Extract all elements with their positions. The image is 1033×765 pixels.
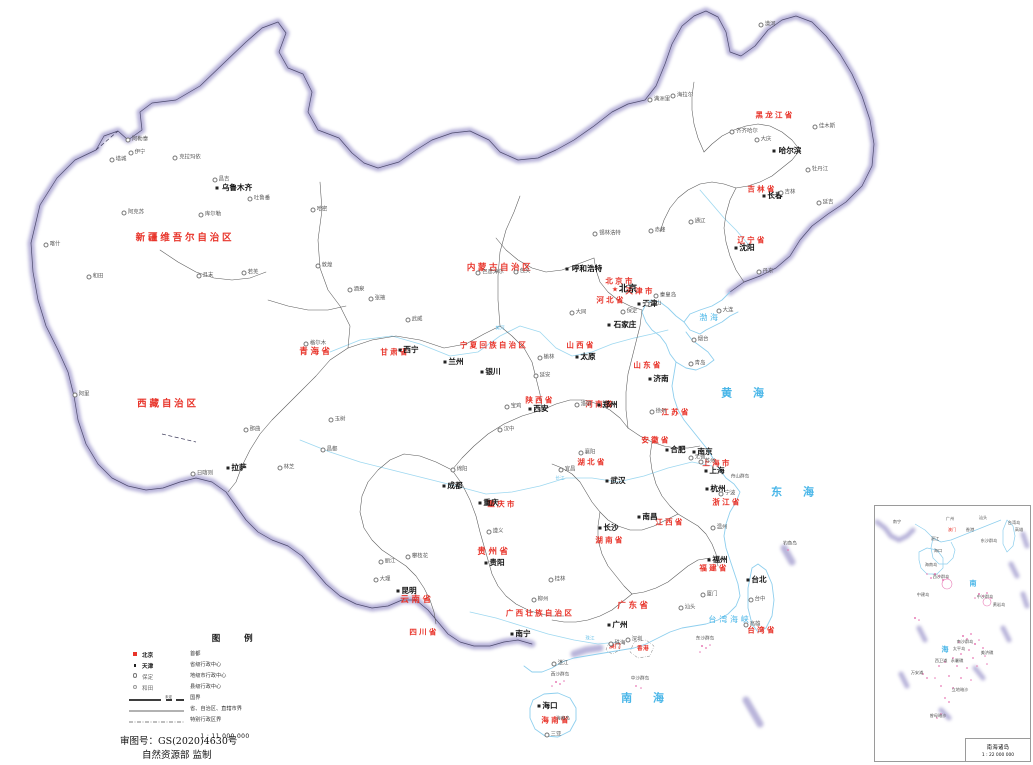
rivers — [299, 189, 749, 645]
legend-entry: 保定 地级市行政中心 — [128, 671, 318, 682]
south-sea-island-dots — [551, 549, 789, 689]
legend-symbol-mark — [128, 684, 142, 691]
legend-line-sar: 特别行政区界 — [128, 715, 318, 726]
undefined-border-marks — [95, 130, 197, 443]
legend-entry-name: 保定 — [142, 674, 154, 681]
legend-title: 图 例 — [211, 634, 261, 644]
legend-symbol-mark — [128, 663, 142, 669]
inset-base — [874, 519, 1030, 721]
national-boundary-symbol: 未定 — [128, 694, 190, 703]
national-border-band — [27, 7, 878, 728]
coastline — [523, 291, 775, 738]
legend-entry-desc: 首都 — [190, 651, 201, 658]
map-legend: 图 例 北京 首都 天津 省级行政中心 保定 地级市行政中心 和田 县级行政中心 未定 国界 … — [128, 632, 318, 740]
legend-entry: 和田 县级行政中心 — [128, 682, 318, 693]
sar-boundary-symbol — [128, 717, 190, 725]
inset-title-text: 南海诸岛 — [986, 745, 1010, 751]
legend-entry-name: 和田 — [142, 685, 154, 692]
legend-point-entries: 北京 首都天津 省级行政中心保定 地级市行政中心和田 县级行政中心 — [128, 649, 318, 693]
legend-entry: 北京 首都 — [128, 649, 318, 660]
map-scale: 1 : 11 000 000 — [200, 733, 250, 740]
approval-block: 审图号：GS(2020)4630号 自然资源部 监制 — [120, 735, 237, 763]
legend-line-province: 省、自治区、直辖市界 — [128, 704, 318, 715]
legend-symbol-mark — [128, 652, 142, 658]
national-border-line — [30, 10, 875, 647]
legend-symbol: 北京 — [128, 651, 190, 659]
legend-entry: 天津 省级行政中心 — [128, 660, 318, 671]
legend-line-province-label: 省、自治区、直辖市界 — [190, 706, 242, 713]
legend-line-national-label: 国界 — [190, 695, 201, 702]
legend-symbol: 保定 — [128, 673, 190, 681]
legend-entry-name: 天津 — [142, 663, 154, 670]
svg-text:未定: 未定 — [165, 695, 173, 699]
legend-line-national: 未定 国界 — [128, 693, 318, 704]
approval-authority: 自然资源部 监制 — [142, 749, 212, 761]
approval-number: 审图号：GS(2020)4630号 — [120, 736, 238, 747]
province-boundary-symbol — [128, 706, 190, 714]
south-china-sea-inset: 南宁 广州 湛江 汕头 台湾岛 高雄 澳门 香港 海口 海南岛 东沙群岛 西沙群岛 中建岛 中沙群岛 黄岩岛… — [874, 505, 1031, 762]
inset-scale-text: 1 : 22 000 000 — [981, 753, 1015, 758]
legend-entry-desc: 县级行政中心 — [190, 684, 222, 691]
province-boundaries — [159, 81, 801, 625]
legend-entry-name: 北京 — [142, 652, 154, 659]
legend-symbol-mark — [128, 673, 142, 680]
legend-entry-desc: 省级行政中心 — [190, 662, 222, 669]
legend-symbol: 和田 — [128, 684, 190, 692]
sar-boundaries — [605, 639, 655, 659]
inset-title-box: 南海诸岛 1 : 22 000 000 — [965, 738, 1030, 761]
legend-line-sar-label: 特别行政区界 — [190, 717, 222, 724]
legend-symbol: 天津 — [128, 662, 190, 670]
legend-entry-desc: 地级市行政中心 — [190, 673, 227, 680]
